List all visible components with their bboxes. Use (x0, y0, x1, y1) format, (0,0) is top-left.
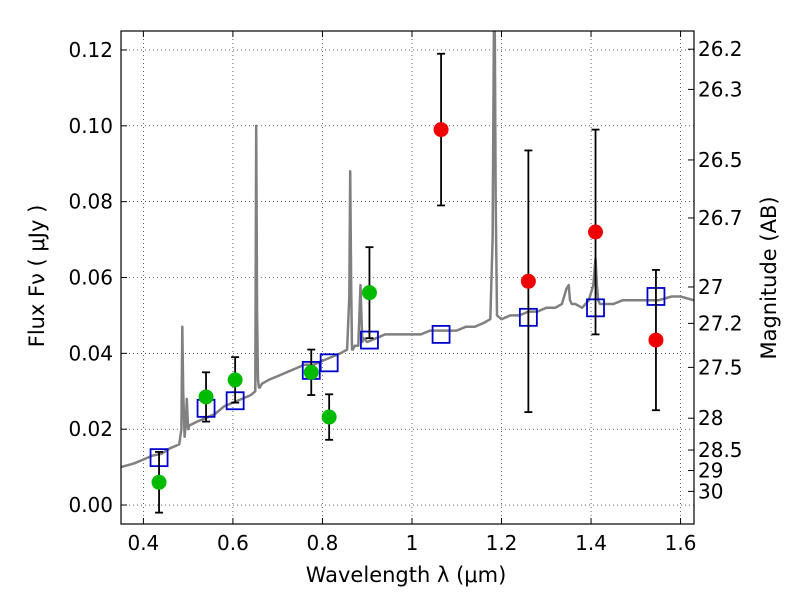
x-tick-label: 1.4 (575, 531, 607, 555)
y-tick-label: 0.10 (68, 114, 113, 138)
plot-area (121, 31, 694, 514)
x-axis-label: Wavelength λ (μm) (306, 563, 507, 587)
y-tick-label: 0.00 (68, 493, 113, 517)
axes: 0.4 0.6 0.8 1 1.2 1.4 1.6 0.00 0.02 0.04 0.06 0.08 0… (68, 31, 743, 555)
right-tick-label: 26.3 (698, 77, 743, 101)
x-tick-label: 0.6 (217, 531, 249, 555)
right-axis-label: Magnitude (AB) (757, 196, 781, 359)
right-tick-label: 27 (698, 275, 723, 299)
right-tick-label: 27.5 (698, 355, 743, 379)
right-tick-label: 27.2 (698, 311, 743, 335)
low-sn-point (648, 332, 664, 348)
y-tick-label: 0.08 (68, 190, 113, 214)
right-tick-label: 29 (698, 459, 723, 483)
x-tick-label: 0.8 (307, 531, 339, 555)
detection-point (303, 364, 319, 380)
right-tick-label: 26.5 (698, 148, 743, 172)
right-tick-label: 26.2 (698, 37, 743, 61)
grid (121, 31, 694, 524)
x-tick-label: 1 (406, 531, 419, 555)
detection-point (227, 372, 243, 388)
detection-point (151, 474, 167, 490)
right-tick-label: 28 (698, 406, 723, 430)
right-tick-label: 26.7 (698, 206, 743, 230)
detection-point (198, 389, 214, 405)
y-tick-label: 0.12 (68, 38, 113, 62)
low-sn-point (433, 122, 449, 138)
right-tick-label: 30 (698, 479, 723, 503)
x-tick-label: 0.4 (127, 531, 159, 555)
low-sn-point (520, 273, 536, 289)
y-tick-label: 0.02 (68, 417, 113, 441)
y-tick-label: 0.06 (68, 266, 113, 290)
right-tick-label: 28.5 (698, 438, 743, 462)
model-square-marker (319, 353, 339, 373)
x-tick-label: 1.2 (486, 531, 518, 555)
x-tick-label: 1.6 (665, 531, 697, 555)
detection-point (321, 409, 337, 425)
low-sn-point (588, 224, 604, 240)
plot-frame (120, 30, 695, 525)
y-tick-label: 0.04 (68, 341, 113, 365)
y-axis-label: Flux Fν ( μJy ) (25, 205, 49, 348)
model-square-marker (431, 324, 451, 344)
detection-point (361, 285, 377, 301)
